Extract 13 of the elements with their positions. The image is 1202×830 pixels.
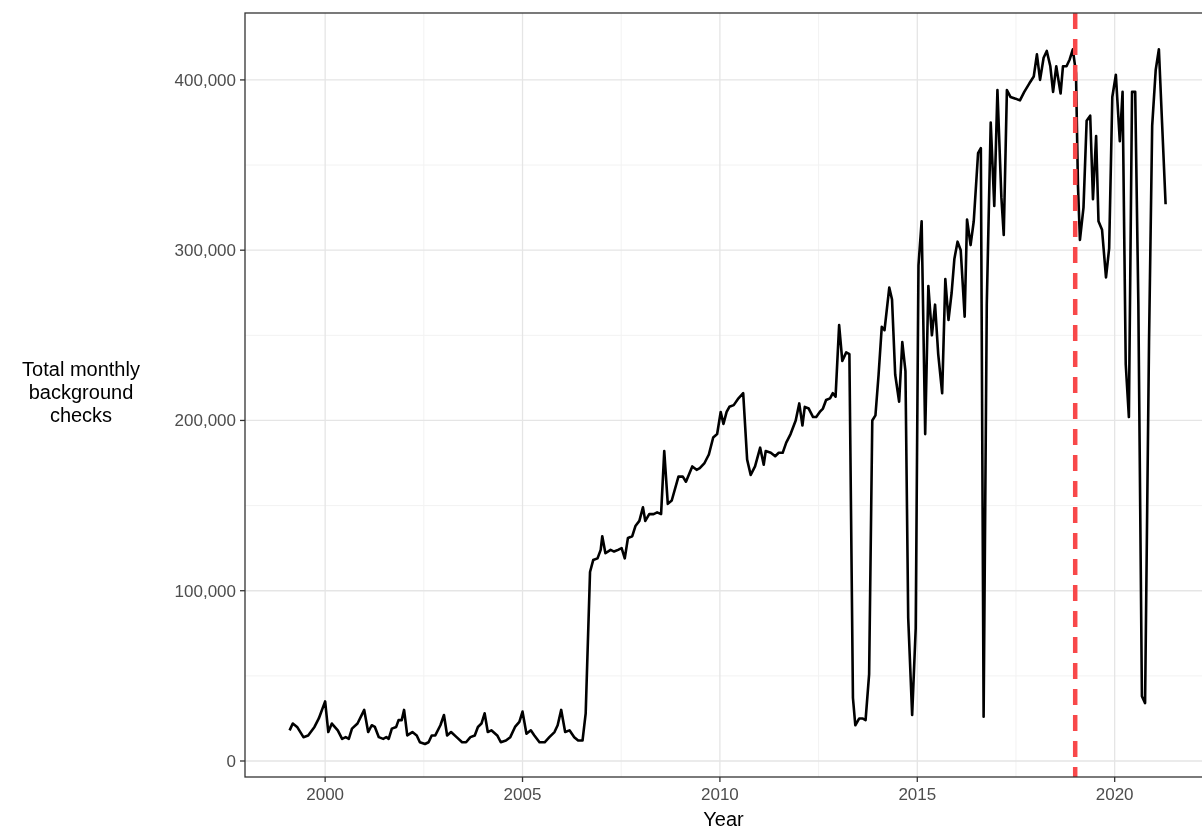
x-tick-label: 2010 xyxy=(700,785,739,804)
x-tick-label: 2005 xyxy=(503,785,542,804)
y-tick-label: 300,000 xyxy=(174,241,236,261)
x-tick-label: 2000 xyxy=(306,785,345,804)
y-tick-label: 200,000 xyxy=(174,411,236,431)
x-axis-title: Year xyxy=(703,808,745,830)
line-series xyxy=(288,47,1167,746)
y-axis-title: Total monthly background checks xyxy=(22,358,140,426)
x-tick-label: 2015 xyxy=(898,785,937,804)
y-tick-label: 400,000 xyxy=(174,70,236,90)
y-tick-label: 100,000 xyxy=(174,581,236,601)
x-tick-label: 2020 xyxy=(1095,785,1134,804)
y-tick-label: 0 xyxy=(226,751,236,771)
